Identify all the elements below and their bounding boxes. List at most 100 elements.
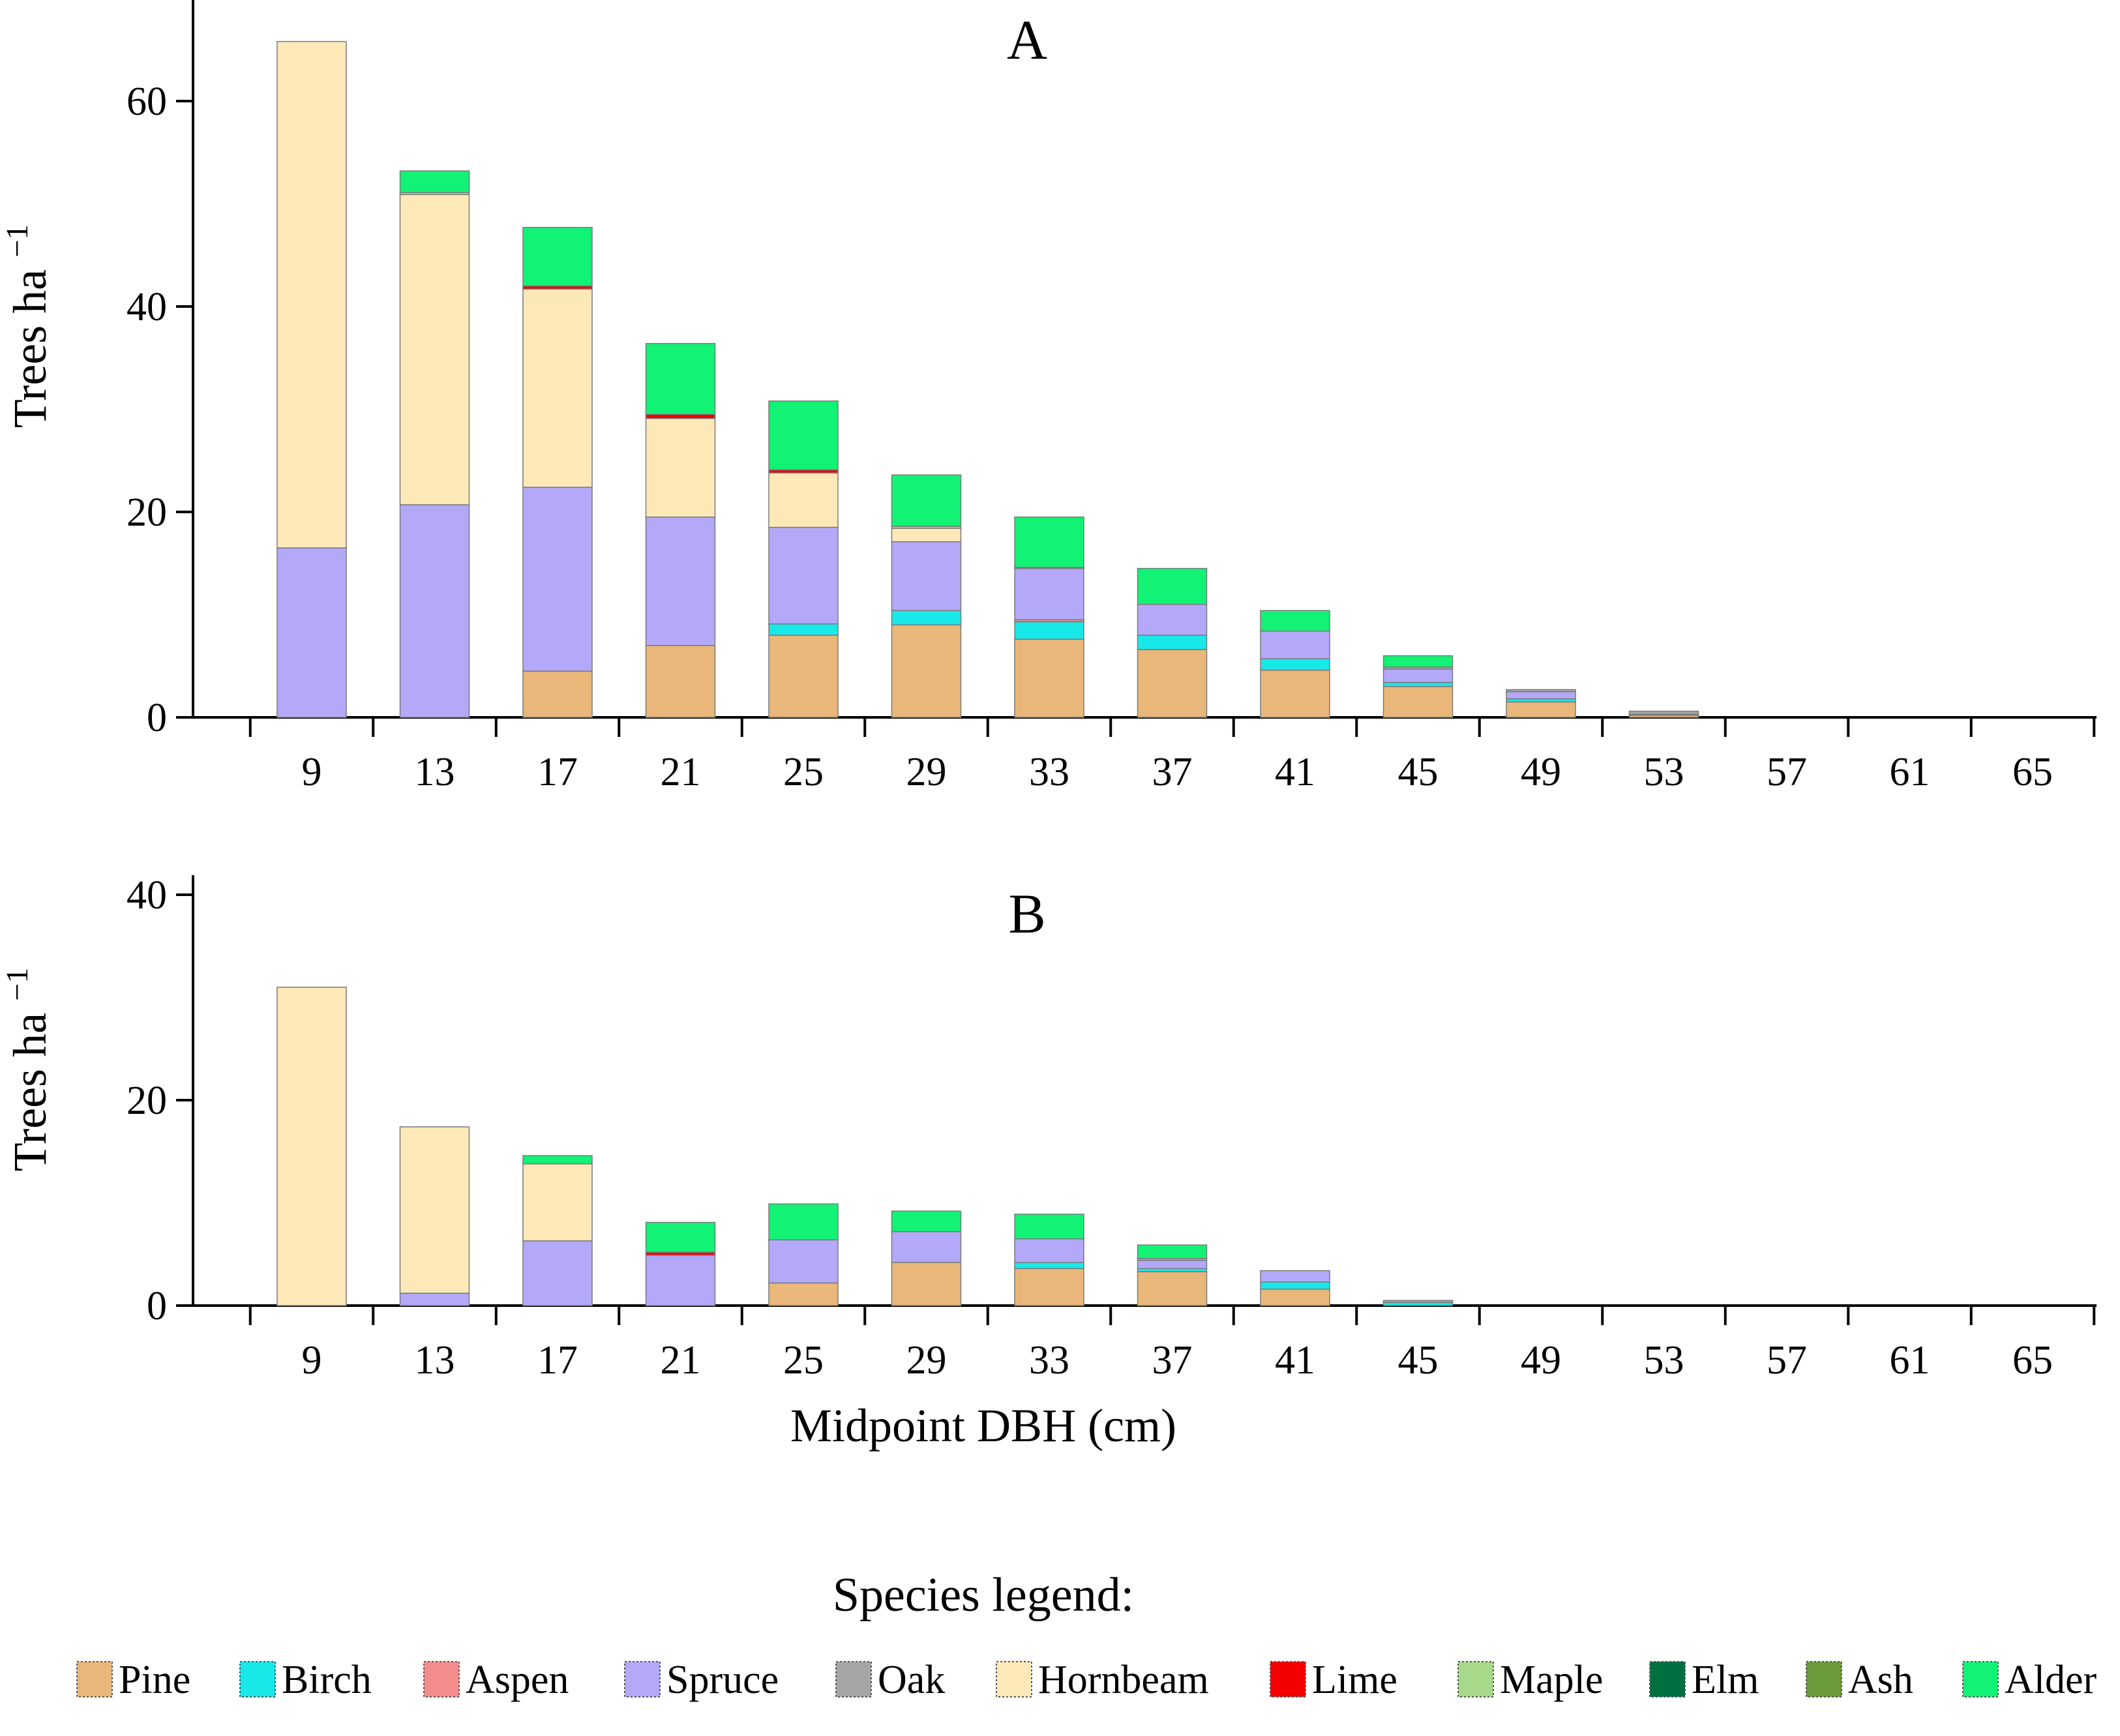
legend-label: Hornbeam <box>1038 1658 1209 1702</box>
bar-segment-spruce <box>276 547 347 718</box>
bar-segment-pine <box>891 1262 962 1306</box>
legend-swatch <box>239 1661 276 1698</box>
bar-segment-pine <box>1260 1289 1330 1306</box>
bar-segment-spruce <box>399 504 470 718</box>
bar-segment-pine <box>1014 638 1084 718</box>
bar-segment-birch <box>1260 658 1330 671</box>
bar-segment-spruce <box>1137 1259 1208 1270</box>
bar-segment-oak <box>1382 1300 1454 1304</box>
y-tick-label: 0 <box>147 696 167 740</box>
legend-swatch <box>624 1661 661 1698</box>
legend-title: Species legend: <box>833 1568 1134 1622</box>
x-tick-label: 17 <box>537 1338 578 1383</box>
x-tick-label: 29 <box>906 750 947 794</box>
bar-segment-spruce <box>645 1255 716 1306</box>
bar-segment-alder <box>768 1203 839 1240</box>
bar-segment-alder <box>768 400 839 471</box>
y-tick-label: 20 <box>127 490 167 535</box>
x-tick-label: 21 <box>661 750 701 794</box>
bar-segment-birch <box>891 610 962 626</box>
bar-segment-oak <box>1628 710 1699 715</box>
bar-segment-spruce <box>768 526 839 625</box>
x-tick-label: 65 <box>2012 1338 2053 1383</box>
bar-segment-pine <box>1260 669 1330 718</box>
x-axis-title: Midpoint DBH (cm) <box>790 1399 1176 1452</box>
bar-segment-spruce <box>399 1293 470 1306</box>
legend-item-spruce: Spruce <box>624 1658 779 1702</box>
bar-segment-spruce <box>1014 567 1084 621</box>
x-tick-label: 13 <box>415 1338 455 1383</box>
y-tick-label: 40 <box>127 873 167 918</box>
legend-item-birch: Birch <box>239 1658 372 1702</box>
bar-segment-alder <box>645 342 716 415</box>
bar-segment-pine <box>1137 1271 1208 1306</box>
legend-label: Maple <box>1500 1658 1603 1702</box>
bar-segment-birch <box>768 623 839 636</box>
legend-item-hornbeam: Hornbeam <box>996 1658 1209 1702</box>
bar-segment-pine <box>1382 686 1454 718</box>
bar-segment-birch <box>1260 1281 1330 1290</box>
bar-segment-pine <box>768 1282 839 1306</box>
y-tick-label: 0 <box>147 1284 167 1328</box>
bar-segment-spruce <box>1260 1270 1330 1283</box>
legend-item-aspen: Aspen <box>423 1658 569 1702</box>
x-tick-label: 57 <box>1767 1338 1807 1383</box>
y-axis-title-text: Trees ha <box>4 1001 56 1171</box>
panel-title: A <box>1007 8 1047 71</box>
bar-segment-alder <box>891 1210 962 1233</box>
x-tick-label: 45 <box>1398 1338 1439 1383</box>
bar-segment-birch <box>1137 635 1208 650</box>
bar-segment-alder <box>1014 516 1084 568</box>
legend-swatch <box>423 1661 460 1698</box>
y-tick-label: 20 <box>127 1079 167 1123</box>
legend-label: Birch <box>282 1658 372 1702</box>
legend-swatch <box>1457 1661 1494 1698</box>
legend-label: Ash <box>1848 1658 1913 1702</box>
legend-item-lime: Lime <box>1270 1658 1397 1702</box>
bar-segment-pine <box>891 624 962 718</box>
x-tick-label: 37 <box>1152 1338 1193 1383</box>
legend-swatch <box>76 1661 113 1698</box>
legend-label: Lime <box>1312 1658 1397 1702</box>
bar-segment-alder <box>399 170 470 193</box>
bar-segment-pine <box>1137 649 1208 718</box>
legend-label: Spruce <box>666 1658 779 1702</box>
x-tick-label: 49 <box>1521 1338 1561 1383</box>
bar-segment-alder <box>522 226 593 287</box>
bar-segment-alder <box>1137 567 1208 605</box>
bar-segment-spruce <box>1137 604 1208 636</box>
x-tick-label: 41 <box>1275 750 1315 794</box>
legend-label: Elm <box>1692 1658 1759 1702</box>
legend-swatch <box>835 1661 872 1698</box>
legend: Species legend: Pine Birch Aspen Spruce Oak H… <box>76 1568 2097 1702</box>
legend-label: Oak <box>878 1658 945 1702</box>
x-tick-label: 61 <box>1890 750 1930 794</box>
legend-label: Aspen <box>466 1658 569 1702</box>
x-tick-label: 25 <box>783 1338 824 1383</box>
legend-swatch <box>996 1661 1032 1698</box>
legend-item-elm: Elm <box>1649 1658 1759 1702</box>
x-tick-label: 9 <box>302 750 322 794</box>
x-tick-label: 13 <box>415 750 455 794</box>
bar-segment-alder <box>1382 655 1454 668</box>
legend-label: Pine <box>119 1658 190 1702</box>
bar-segment-pine <box>522 670 593 718</box>
x-tick-label: 25 <box>783 750 824 794</box>
bar-segment-hornbeam <box>522 288 593 488</box>
legend-item-maple: Maple <box>1457 1658 1603 1702</box>
bar-segment-spruce <box>768 1239 839 1284</box>
bar-segment-hornbeam <box>645 417 716 518</box>
bar-segment-hornbeam <box>276 987 347 1306</box>
bar-segment-alder <box>1260 610 1330 632</box>
bar-segment-spruce <box>645 516 716 646</box>
panel-title: B <box>1008 882 1045 945</box>
y-axis-title: Trees ha −1 <box>0 968 56 1171</box>
x-tick-label: 57 <box>1767 750 1807 794</box>
bar-segment-oak <box>1506 689 1576 693</box>
x-tick-label: 45 <box>1398 750 1439 794</box>
bar-segment-spruce <box>522 1240 593 1306</box>
legend-swatch <box>1649 1661 1686 1698</box>
x-tick-label: 61 <box>1890 1338 1930 1383</box>
x-tick-label: 29 <box>906 1338 947 1383</box>
